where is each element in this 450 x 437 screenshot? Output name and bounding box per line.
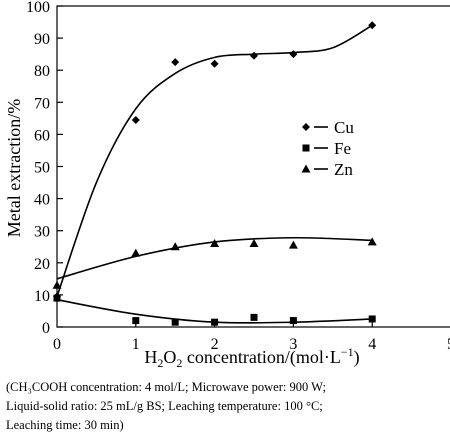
x-tick-label: 2: [211, 336, 219, 353]
data-point-cu: [131, 115, 140, 124]
data-point-zn: [367, 237, 377, 246]
data-point-zn: [131, 248, 141, 257]
y-tick-label: 10: [34, 288, 50, 305]
x-axis-title: H2O2 concentration/(mol·L−1): [144, 345, 359, 370]
caption-line: (CH₃COOH concentration: 4 mol/L; Microwa…: [6, 380, 326, 394]
legend-label-fe: Fe: [334, 139, 351, 158]
data-point-fe: [368, 315, 376, 323]
data-point-cu: [171, 58, 180, 67]
data-point-cu: [289, 50, 298, 59]
x-axis-title-part: ): [354, 347, 360, 368]
data-point-fe: [53, 294, 61, 302]
y-tick-label: 90: [34, 31, 50, 48]
data-point-zn: [170, 242, 180, 251]
legend-label-zn: Zn: [334, 160, 353, 179]
y-tick-label: 80: [34, 63, 50, 80]
data-point-zn: [249, 239, 259, 248]
data-point-fe: [250, 313, 258, 321]
fit-curves: [56, 24, 373, 324]
x-tick-label: 1: [132, 336, 140, 353]
caption-line: Leaching time: 30 min): [6, 418, 124, 432]
y-tick-label: 50: [34, 160, 50, 177]
y-tick-label: 60: [34, 127, 50, 144]
y-tick-label: 100: [26, 0, 50, 16]
data-point-fe: [171, 318, 179, 326]
x-axis-title-part: 2: [157, 356, 163, 370]
x-axis-title-part: concentration/(mol·L: [182, 347, 340, 368]
x-tick-label: 0: [53, 336, 61, 353]
data-point-zn: [52, 280, 62, 289]
legend-marker-fe: [302, 144, 310, 152]
fit-curve-cu: [56, 24, 373, 297]
y-tick-label: 30: [34, 224, 50, 241]
figure-caption: (CH₃COOH concentration: 4 mol/L; Microwa…: [6, 378, 446, 435]
legend-marker-zn: [301, 164, 311, 173]
y-tick-label: 40: [34, 192, 50, 209]
y-axis-title: Metal extraction/%: [4, 99, 24, 237]
x-tick-label: 3: [289, 336, 297, 353]
x-axis-title-part: H: [144, 347, 157, 367]
data-point-zn: [210, 239, 220, 248]
data-point-cu: [368, 21, 377, 30]
axes: 0123450102030405060708090100: [26, 0, 450, 353]
x-axis-title-part: −1: [341, 345, 354, 359]
x-tick-label: 5: [447, 336, 450, 353]
data-point-fe: [132, 317, 140, 325]
y-tick-label: 20: [34, 256, 50, 273]
y-tick-label: 0: [42, 320, 50, 337]
data-point-cu: [250, 51, 258, 60]
data-point-cu: [210, 59, 219, 68]
legend: Cu Fe Zn: [301, 118, 354, 179]
data-point-fe: [289, 317, 297, 325]
x-axis-title-part: 2: [176, 356, 182, 370]
data-points: [52, 21, 377, 326]
x-tick-label: 4: [368, 336, 376, 353]
caption-line: Liquid-solid ratio: 25 mL/g BS; Leaching…: [6, 399, 323, 413]
x-axis-title-part: O: [163, 347, 176, 367]
data-point-zn: [288, 240, 298, 249]
legend-marker-cu: [302, 123, 310, 131]
y-tick-label: 70: [34, 95, 50, 112]
data-point-fe: [211, 318, 219, 326]
legend-label-cu: Cu: [334, 118, 354, 137]
